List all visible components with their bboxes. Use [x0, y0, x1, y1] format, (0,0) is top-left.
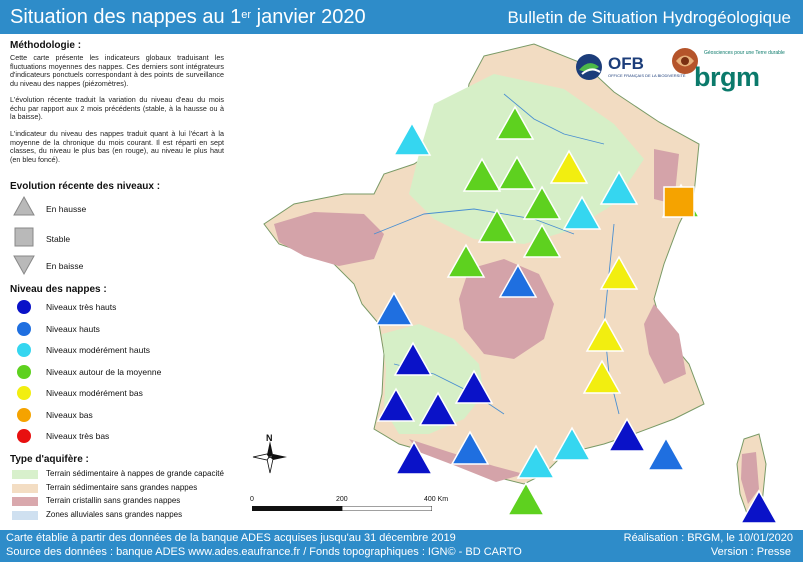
river-seine	[503, 93, 605, 145]
piezometer-indicator	[374, 291, 414, 326]
brgm-logo-subtitle: Géosciences pour une Terre durable	[704, 50, 785, 56]
piezometer-indicator	[599, 255, 639, 290]
footer-realisation: Réalisation : BRGM, le 10/01/2020	[623, 532, 793, 544]
brgm-logo-text: brgm	[694, 62, 760, 92]
aquifer-label: Terrain sédimentaire sans grandes nappes	[46, 482, 198, 492]
level-label: Niveaux bas	[46, 409, 93, 420]
level-label: Niveaux hauts	[46, 323, 100, 334]
crystalline-massif-central	[459, 259, 554, 359]
level-label: Niveaux modérément hauts	[46, 345, 150, 355]
level-swatch-icon	[17, 364, 31, 379]
legend-panel: Méthodologie : Cette carte présente les …	[0, 34, 235, 530]
level-label: Niveaux modérément bas	[46, 388, 143, 398]
piezometer-indicator	[498, 263, 538, 298]
piezometer-indicator	[394, 440, 434, 475]
france-map	[234, 34, 803, 530]
ofb-emblem-icon	[576, 54, 602, 80]
footer-source: Source des données : banque ADES www.ade…	[6, 546, 522, 558]
brgm-emblem-icon	[672, 48, 698, 74]
level-swatch-icon	[17, 407, 31, 422]
trend-down-icon	[13, 255, 35, 276]
level-label: Niveaux autour de la moyenne	[46, 366, 162, 377]
piezometer-indicator	[585, 317, 625, 352]
aquifer-swatch	[12, 497, 38, 506]
footer-bar: Carte établie à partir des données de la…	[0, 530, 803, 562]
piezometer-indicator	[392, 121, 432, 156]
level-swatch-icon	[17, 429, 31, 443]
piezometer-indicator	[376, 387, 416, 422]
piezometer-indicator	[418, 391, 458, 426]
piezometer-indicator	[663, 186, 695, 218]
title-main: Situation des nappes au 1	[10, 6, 242, 28]
methodology-paragraph-1: Cette carte présente les indicateurs glo…	[10, 53, 224, 88]
trend-stable-icon	[14, 227, 34, 247]
indicators-layer	[374, 105, 779, 524]
evolution-label-down: En baisse	[46, 261, 84, 271]
methodology-paragraph-3: L'indicateur du niveau des nappes tradui…	[10, 129, 224, 164]
level-swatch-icon	[17, 343, 31, 357]
piezometer-indicator	[646, 436, 686, 471]
aquifer-swatch	[12, 483, 38, 493]
trend-up-icon	[13, 195, 35, 216]
evolution-label-up: En hausse	[46, 204, 87, 214]
piezometer-indicator	[552, 426, 592, 461]
levels-title: Niveau des nappes :	[10, 284, 107, 295]
piezometer-indicator	[497, 155, 537, 190]
river-loire	[373, 208, 575, 235]
brgm-logo: Géosciences pour une Terre durable brgm	[664, 44, 794, 96]
level-label: Niveaux très bas	[46, 431, 110, 441]
crystalline-alps	[644, 304, 686, 384]
footer-data-note: Carte établie à partir des données de la…	[6, 532, 456, 544]
aquifer-label: Zones alluviales sans grandes nappes	[46, 509, 183, 519]
piezometer-indicator	[450, 430, 490, 465]
piezometer-indicator	[522, 185, 562, 220]
header-bar: Situation des nappes au 1er janvier 2020…	[0, 0, 803, 34]
footer-version: Version : Presse	[710, 546, 791, 558]
piezometer-indicator	[739, 489, 779, 524]
piezometer-indicator	[506, 481, 546, 516]
piezometer-indicator	[582, 359, 622, 394]
crystalline-brittany	[274, 212, 384, 266]
level-label: Niveaux très hauts	[46, 302, 117, 312]
north-arrow-icon	[252, 441, 287, 474]
piezometer-indicator	[462, 157, 502, 192]
ofb-logo-subtitle: OFFICE FRANÇAIS DE LA BIODIVERSITÉ	[608, 73, 686, 78]
title-date: janvier 2020	[251, 6, 366, 28]
piezometer-indicator	[522, 223, 562, 258]
aquifer-label: Terrain cristallin sans grandes nappes	[46, 496, 181, 505]
piezometer-indicator	[446, 243, 486, 278]
ofb-logo: OFB OFFICE FRANÇAIS DE LA BIODIVERSITÉ	[574, 52, 686, 84]
piezometer-indicator	[393, 341, 433, 376]
level-swatch-icon	[17, 300, 31, 314]
title-superscript: er	[241, 9, 252, 21]
scale-label-400: 400 Km	[424, 496, 449, 503]
bulletin-title: Bulletin de Situation Hydrogéologique	[507, 8, 791, 27]
scale-label-200: 200	[336, 496, 348, 503]
level-swatch-icon	[17, 386, 31, 400]
north-label: N	[266, 433, 273, 443]
piezometer-indicator	[495, 105, 535, 140]
aquifer-swatch	[12, 510, 38, 520]
corsica-crystalline	[741, 452, 759, 504]
piezometer-indicator	[562, 195, 602, 230]
piezometer-indicator	[454, 369, 494, 404]
evolution-title: Evolution récente des niveaux :	[10, 181, 161, 192]
evolution-label-stable: Stable	[46, 234, 71, 244]
map-title: Situation des nappes au 1er janvier 2020	[10, 5, 366, 29]
methodology-title: Méthodologie :	[10, 40, 82, 51]
scale-label-0: 0	[250, 496, 254, 503]
scale-bar	[252, 506, 432, 511]
methodology-paragraph-2: L'évolution récente traduit la variation…	[10, 95, 224, 122]
piezometer-indicator	[477, 208, 517, 243]
ofb-logo-text: OFB	[608, 54, 644, 73]
piezometer-indicator	[599, 170, 639, 205]
aquifer-swatch	[12, 470, 38, 479]
piezometer-indicator	[607, 417, 647, 452]
aquifer-label: Terrain sédimentaire à nappes de grande …	[46, 469, 224, 478]
piezometer-indicator	[516, 444, 556, 479]
piezometer-indicator	[549, 149, 589, 184]
aquifer-title: Type d'aquifère :	[10, 454, 89, 465]
level-swatch-icon	[17, 321, 31, 336]
